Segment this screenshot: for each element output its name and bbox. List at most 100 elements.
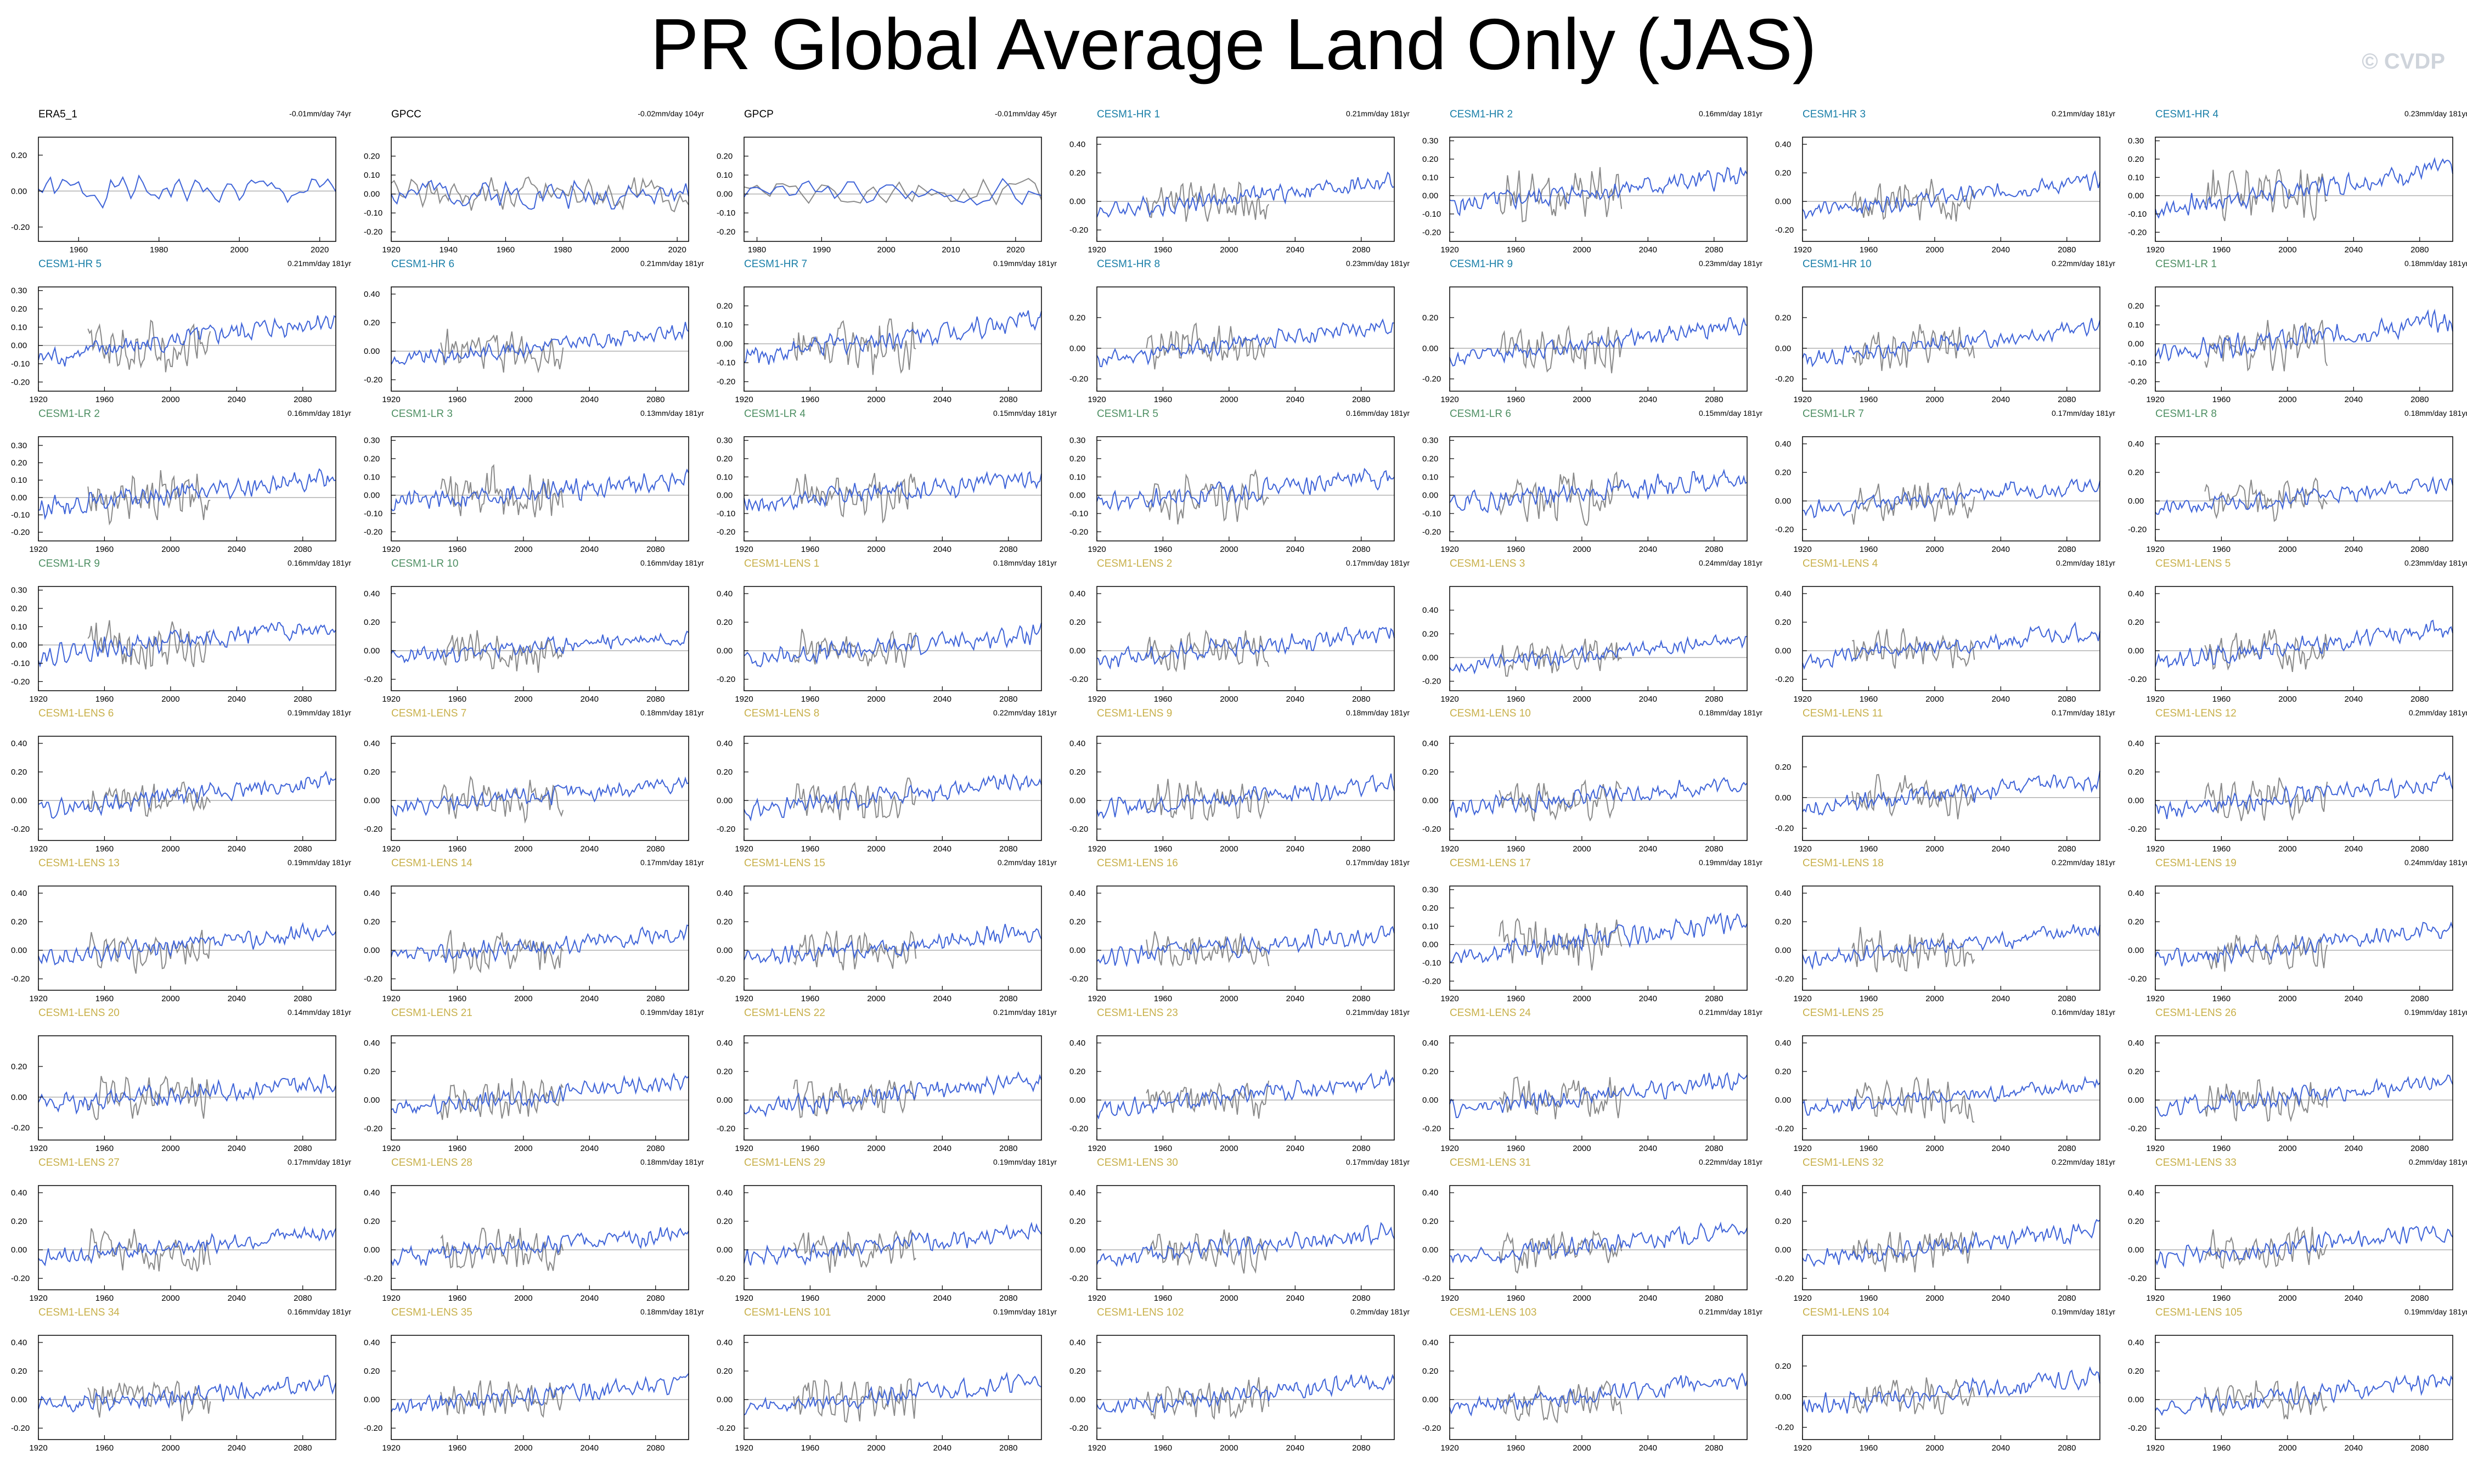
- model-series-line: [1802, 1075, 2100, 1116]
- x-tick-label: 2040: [2345, 994, 2363, 1003]
- y-tick-label: -0.20: [1069, 825, 1088, 834]
- y-tick-label: 0.00: [364, 491, 380, 500]
- panel-plot: 0.40 0.20 0.00 -0.20 1920 1960 2000 2040 2080: [1069, 736, 1395, 854]
- model-series-line: [391, 924, 689, 963]
- y-tick-label: 0.30: [11, 286, 27, 296]
- x-tick-label: 2080: [1352, 1144, 1370, 1153]
- panel-cesm1-lens-26: CESM1-LENS 26 0.19mm/day 181yr 0.40 0.20 0.0…: [2117, 1003, 2467, 1153]
- x-tick-label: 2080: [999, 1443, 1017, 1453]
- panel-cesm1-lens-3: CESM1-LENS 3 0.24mm/day 181yr 0.40 0.20 0.00…: [1411, 554, 1762, 704]
- x-tick-label: 2040: [581, 1144, 599, 1153]
- panel-plot: 0.40 0.20 0.00 -0.20 1920 1960 2000 2040 2080: [1775, 436, 2100, 554]
- model-series-line: [38, 1226, 336, 1267]
- model-series-line: [744, 1071, 1042, 1118]
- y-tick-label: -0.20: [717, 1424, 735, 1433]
- panel-title: CESM1-HR 5: [38, 258, 102, 270]
- x-tick-label: 2040: [228, 1443, 246, 1453]
- model-series-line: [391, 321, 689, 365]
- trend-label: 0.17mm/day 181yr: [640, 858, 704, 867]
- x-tick-label: 1960: [801, 545, 819, 554]
- model-series-line: [1449, 1071, 1748, 1119]
- panel-cesm1-hr-8: CESM1-HR 8 0.23mm/day 181yr 0.20 0.00 -0.20 1…: [1058, 254, 1410, 404]
- y-tick-label: 0.20: [1422, 904, 1438, 913]
- x-tick-label: 1920: [2146, 844, 2164, 854]
- y-tick-label: 0.10: [717, 320, 733, 330]
- trend-label: -0.01mm/day 45yr: [995, 109, 1057, 118]
- plot-frame: [1096, 1185, 1395, 1290]
- trend-label: 0.21mm/day 181yr: [1699, 1008, 1762, 1017]
- x-tick-label: 1960: [448, 1294, 466, 1303]
- y-tick-label: -0.20: [1422, 677, 1441, 686]
- trend-label: 0.22mm/day 181yr: [1699, 1158, 1762, 1166]
- panel-plot: 0.40 0.20 0.00 -0.20 1920 1960 2000 2040 2080: [1069, 1335, 1395, 1453]
- plot-frame: [744, 586, 1042, 691]
- model-series-line: [1802, 771, 2100, 816]
- x-tick-label: 2000: [1220, 1443, 1238, 1453]
- y-tick-label: 0.00: [1069, 946, 1085, 955]
- x-tick-label: 2000: [2278, 1144, 2296, 1153]
- x-tick-label: 1960: [2212, 994, 2231, 1003]
- panel-cesm1-lens-101: CESM1-LENS 101 0.19mm/day 181yr 0.40 0.20 0.…: [706, 1302, 1057, 1453]
- figure-title: PR Global Average Land Only (JAS): [650, 4, 1817, 84]
- y-tick-label: 0.20: [1422, 313, 1438, 323]
- panel-plot: 0.40 0.20 0.00 -0.20 1920 1960 2000 2040 2080: [1069, 1185, 1395, 1303]
- x-tick-label: 2080: [646, 1144, 664, 1153]
- plot-frame: [1802, 885, 2100, 991]
- y-tick-label: 0.00: [1775, 946, 1791, 955]
- x-tick-label: 1980: [150, 245, 168, 255]
- x-tick-label: 2040: [933, 1443, 951, 1453]
- panel-title: CESM1-LENS 33: [2155, 1157, 2237, 1169]
- x-tick-label: 2040: [1639, 1144, 1657, 1153]
- x-tick-label: 2000: [1573, 245, 1591, 255]
- obs-series-line: [1146, 1080, 1270, 1119]
- panel-plot: 0.40 0.20 0.00 -0.20 1920 1960 2000 2040 2080: [1775, 885, 2100, 1003]
- y-tick-label: 0.10: [364, 472, 380, 482]
- panel-cesm1-lens-1: CESM1-LENS 1 0.18mm/day 181yr 0.40 0.20 0.00…: [706, 554, 1057, 704]
- model-series-line: [1802, 318, 2100, 368]
- x-tick-label: 2000: [514, 695, 532, 704]
- plot-frame: [391, 736, 689, 841]
- panel-plot: 0.40 0.20 0.00 -0.20 1920 1960 2000 2040 2080: [2128, 736, 2453, 854]
- x-tick-label: 2080: [999, 1294, 1017, 1303]
- panel-title: CESM1-HR 8: [1097, 258, 1161, 270]
- x-tick-label: 2080: [646, 1294, 664, 1303]
- x-tick-label: 2040: [581, 695, 599, 704]
- obs-series-line: [1851, 481, 1975, 525]
- x-tick-label: 1960: [1507, 1144, 1525, 1153]
- panel-cesm1-lens-28: CESM1-LENS 28 0.18mm/day 181yr 0.40 0.20 0.0…: [353, 1153, 704, 1303]
- x-tick-label: 2000: [1220, 245, 1238, 255]
- y-tick-label: 0.00: [2128, 1245, 2144, 1255]
- y-tick-label: 0.20: [717, 1367, 733, 1376]
- x-tick-label: 2080: [2410, 545, 2429, 554]
- trend-label: 0.17mm/day 181yr: [2052, 708, 2115, 717]
- panel-cesm1-lens-29: CESM1-LENS 29 0.19mm/day 181yr 0.40 0.20 0.0…: [706, 1153, 1057, 1303]
- plot-frame: [1802, 436, 2100, 541]
- x-tick-label: 1920: [1440, 1294, 1458, 1303]
- panel-cesm1-lens-33: CESM1-LENS 33 0.2mm/day 181yr 0.40 0.20 0.00…: [2117, 1153, 2467, 1303]
- panel-plot: 0.40 0.20 0.00 -0.20 1920 1960 2000 2040 2080: [364, 1185, 689, 1303]
- x-tick-label: 1920: [29, 844, 47, 854]
- x-tick-label: 1960: [1860, 695, 1878, 704]
- y-tick-label: 0.40: [1422, 606, 1438, 615]
- panel-title: CESM1-LENS 15: [744, 857, 825, 869]
- x-tick-label: 2000: [2278, 844, 2296, 854]
- panel-title: CESM1-LENS 21: [391, 1007, 472, 1019]
- y-tick-label: 0.40: [1069, 739, 1085, 748]
- x-tick-label: 1960: [1860, 994, 1878, 1003]
- model-series-line: [2155, 476, 2453, 515]
- x-tick-label: 2000: [1573, 844, 1591, 854]
- x-tick-label: 2080: [1705, 695, 1723, 704]
- panel-cesm1-lens-15: CESM1-LENS 15 0.2mm/day 181yr 0.40 0.20 0.00…: [706, 853, 1057, 1003]
- y-tick-label: -0.20: [717, 228, 735, 237]
- y-tick-label: 0.40: [2128, 739, 2144, 748]
- x-tick-label: 2000: [514, 994, 532, 1003]
- panel-title: CESM1-LENS 20: [38, 1007, 120, 1019]
- plot-frame: [38, 137, 336, 242]
- model-series-line: [391, 776, 689, 817]
- x-tick-label: 2000: [514, 1294, 532, 1303]
- y-tick-label: 0.40: [717, 889, 733, 898]
